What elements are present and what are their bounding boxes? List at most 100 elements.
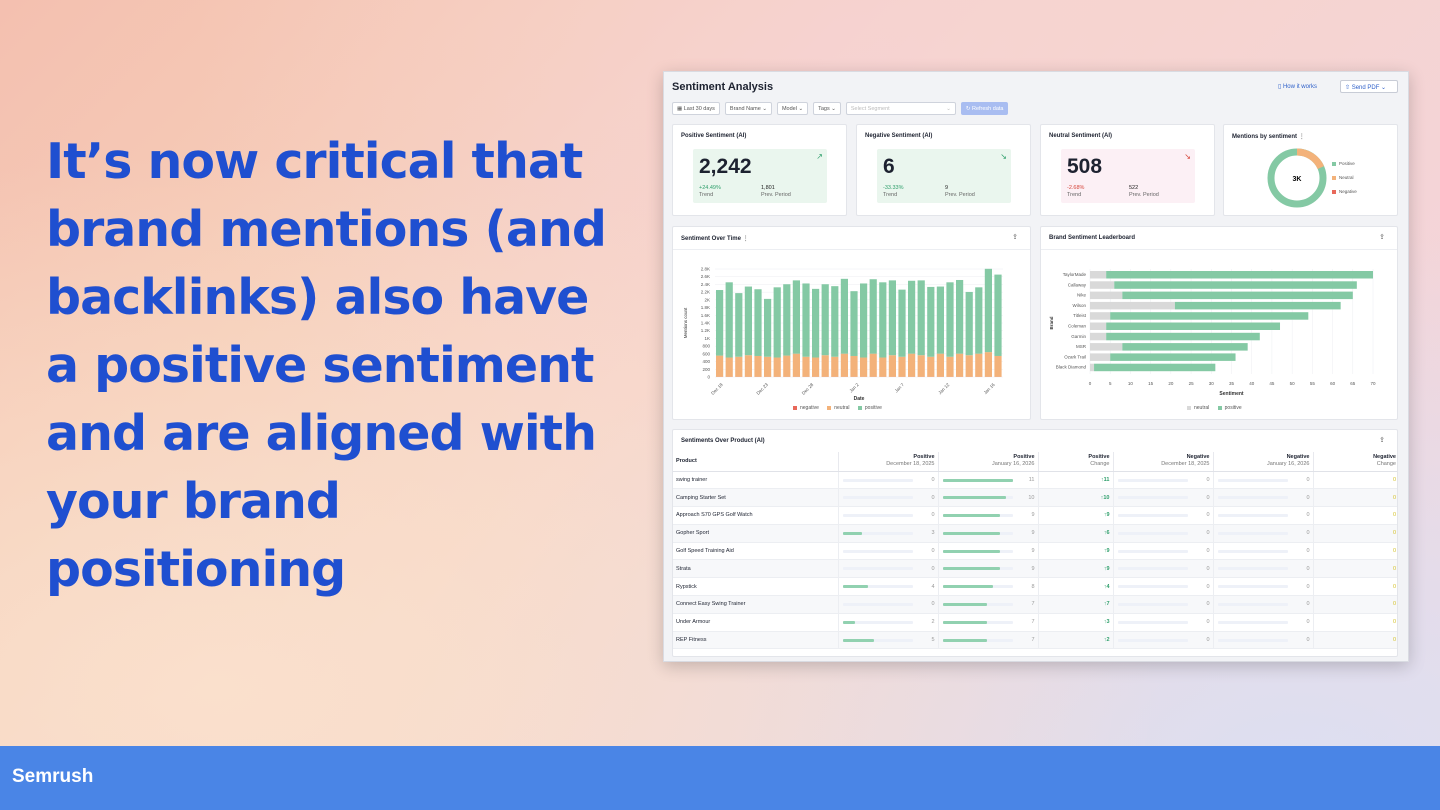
upload-icon: ⇧	[1345, 85, 1352, 91]
bar-track	[842, 478, 913, 482]
table-row[interactable]: Camping Starter Set 0 10 10 ↑ 0 0 0	[673, 488, 1397, 508]
cell-value: 0	[1306, 601, 1310, 608]
arrow-up-icon: ↑	[1103, 601, 1107, 608]
cell-value: 0	[931, 565, 935, 572]
chart-legend: negative neutral positive	[793, 405, 882, 411]
header-label: Negative	[1373, 454, 1396, 461]
bar-segment-neutral	[946, 356, 954, 377]
send-pdf-button[interactable]: ⇧ Send PDF ⌄	[1340, 80, 1398, 93]
bar-segment-positive	[1114, 281, 1357, 289]
value-bar	[942, 478, 1013, 482]
table-cell: 0	[1212, 631, 1313, 650]
page-title: Sentiment Analysis	[672, 81, 774, 93]
change-value: 7	[1106, 601, 1110, 608]
mentions-title-text: Mentions by sentiment	[1232, 134, 1298, 140]
table-cell: 0	[1212, 471, 1313, 490]
table-row[interactable]: Under Armour 2 7 3 ↑ 0 0 0	[673, 613, 1397, 632]
change-value: 0	[1392, 476, 1396, 483]
table-cell: Approach S70 GPS Golf Watch	[673, 506, 838, 525]
header-label: Positive	[1088, 454, 1110, 461]
column-header[interactable]: Negative Change	[1312, 452, 1397, 472]
table-cell: 0	[1112, 577, 1213, 597]
legend-neutral: Neutral	[1332, 175, 1354, 180]
export-icon[interactable]: ⇪	[1012, 234, 1018, 241]
legend-label: positive	[864, 405, 882, 411]
model-filter[interactable]: Model ⌄	[776, 102, 809, 115]
table-cell: Rypstick	[673, 577, 838, 597]
table-cell: 0	[837, 595, 938, 614]
column-header[interactable]: Product	[673, 452, 838, 472]
table-row[interactable]: Connect Easy Swing Trainer 0 7 7 ↑ 0 0 0	[673, 595, 1397, 614]
change-value: 2	[1106, 637, 1110, 644]
table-row[interactable]: Strata 0 9 9 ↑ 0 0 0	[673, 559, 1397, 579]
y-tick-label: 2.4K	[701, 282, 710, 287]
bar-segment-positive	[860, 283, 868, 358]
table-cell: 11 ↑	[1037, 471, 1113, 490]
bar-segment-neutral	[783, 355, 791, 377]
table-row[interactable]: swing trainer 0 11 11 ↑ 0 0 0	[673, 471, 1397, 490]
refresh-button[interactable]: ↻ Refresh data	[960, 102, 1009, 115]
table-cell: 0	[837, 559, 938, 579]
header-sub-label: Change	[1376, 461, 1396, 468]
table-cell: 0	[1112, 595, 1213, 614]
bar-track	[842, 549, 913, 553]
bar-segment-neutral	[888, 355, 896, 377]
kpi-prev: 522	[1129, 185, 1139, 191]
cell-value: 2	[931, 619, 935, 626]
y-tick-label: 2.6K	[701, 274, 710, 279]
table-row[interactable]: Approach S70 GPS Golf Watch 0 9 9 ↑ 0 0 0	[673, 506, 1397, 525]
kpi-trend-label: Trend	[883, 192, 898, 198]
brand-filter[interactable]: Brand Name ⌄	[724, 102, 772, 115]
cell-value: 0	[1206, 476, 1210, 483]
cell-value: 0	[931, 476, 935, 483]
table-cell: 3	[837, 524, 938, 543]
export-icon[interactable]: ⇪	[1379, 437, 1385, 444]
bar-segment-neutral	[850, 355, 858, 377]
kpi-positive-card: Positive Sentiment (AI) 2,242 ↗ +24.49% …	[672, 124, 847, 216]
segment-select[interactable]: Select Segment ⌄	[845, 102, 956, 115]
kpi-prev-label: Prev. Period	[945, 192, 975, 198]
column-header[interactable]: Positive Change	[1037, 452, 1113, 472]
x-tick-label: 25	[1189, 381, 1195, 386]
cell-value: 9	[1031, 548, 1035, 555]
column-header[interactable]: Positive December 18, 2025	[837, 452, 938, 472]
kpi-value: 6	[883, 155, 895, 178]
table-row[interactable]: Golf Speed Training Aid 0 9 9 ↑ 0 0 0	[673, 542, 1397, 561]
bar-segment-positive	[1106, 332, 1260, 341]
table-row[interactable]: Rypstick 4 8 4 ↑ 0 0 0	[673, 577, 1397, 597]
kpi-trend: +24.49%	[699, 185, 721, 191]
table-cell: 0	[1112, 506, 1213, 525]
table-cell: 0	[1112, 559, 1213, 579]
header-sub-label: December 18, 2025	[1161, 461, 1210, 468]
info-icon[interactable]: ⋮	[1298, 134, 1305, 140]
table-cell: 11	[937, 471, 1038, 490]
how-it-works-link[interactable]: ▯ How it works	[1278, 83, 1317, 90]
bar-track	[1217, 514, 1288, 518]
bar-segment-positive	[984, 268, 992, 353]
bar-segment-neutral	[1090, 301, 1175, 310]
change-value: 6	[1106, 530, 1110, 537]
export-icon[interactable]: ⇪	[1379, 234, 1385, 241]
table-row[interactable]: REP Fitness 5 7 2 ↑ 0 0 0	[673, 631, 1397, 650]
kpi-title: Positive Sentiment (AI)	[681, 133, 747, 139]
send-pdf-label: Send PDF	[1351, 85, 1380, 91]
tags-filter[interactable]: Tags ⌄	[813, 102, 841, 115]
value-bar	[942, 567, 1000, 571]
y-axis-label: Brand	[1049, 316, 1054, 329]
mentions-card: Mentions by sentiment ⋮ 3K Positive Neut…	[1223, 124, 1398, 216]
column-header[interactable]: Negative December 18, 2025	[1112, 452, 1213, 472]
bar-segment-positive	[725, 282, 733, 358]
table-row[interactable]: Gopher Sport 3 9 6 ↑ 0 0 0	[673, 524, 1397, 543]
bar-segment-neutral	[1090, 281, 1115, 289]
column-header[interactable]: Positive January 16, 2026	[937, 452, 1038, 472]
column-header[interactable]: Negative January 16, 2026	[1212, 452, 1313, 472]
date-filter[interactable]: ▦ Last 30 days	[672, 102, 720, 115]
bar-segment-positive	[831, 286, 839, 357]
table-cell: Camping Starter Set	[673, 488, 838, 508]
arrow-up-icon: ↑	[1103, 512, 1107, 519]
bar-segment-positive	[735, 293, 743, 357]
x-tick-label: 55	[1310, 381, 1316, 386]
info-icon[interactable]: ⋮	[742, 236, 749, 242]
legend-label: Positive	[1339, 161, 1355, 166]
x-tick-label: 40	[1249, 381, 1255, 386]
